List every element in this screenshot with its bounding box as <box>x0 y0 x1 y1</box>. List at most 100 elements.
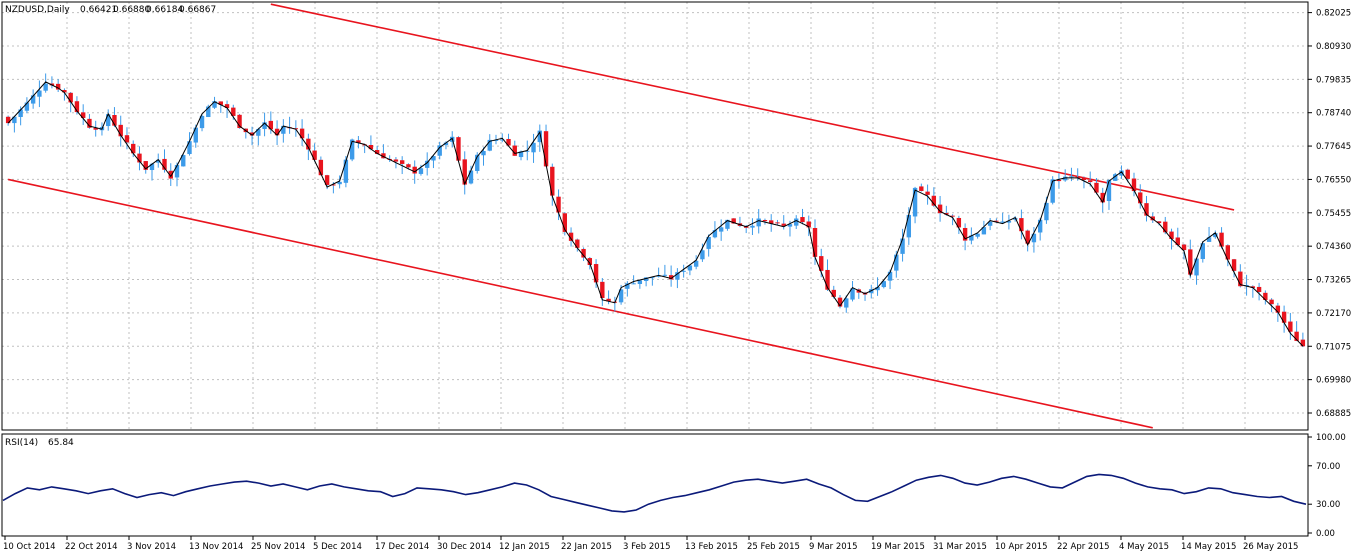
bear-candle <box>55 83 61 90</box>
bear-candle <box>218 101 223 105</box>
bull-candle <box>43 83 48 91</box>
time-tick-label: 10 Apr 2015 <box>995 542 1048 552</box>
bull-candle <box>181 155 186 167</box>
price-tick-label: 0.80930 <box>1316 42 1351 52</box>
time-tick-label: 5 Dec 2014 <box>313 542 362 552</box>
time-tick-label: 12 Jan 2015 <box>499 542 550 552</box>
bear-candle <box>812 227 818 257</box>
bear-candle <box>406 164 411 168</box>
bear-candle <box>587 258 593 266</box>
bull-candle <box>981 227 987 235</box>
bear-candle <box>74 101 80 113</box>
bear-candle <box>550 166 555 196</box>
bear-candle <box>919 186 924 191</box>
bear-candle <box>668 275 674 280</box>
bear-candle <box>124 135 130 143</box>
bull-candle <box>1213 233 1218 238</box>
bear-candle <box>1125 169 1130 179</box>
rsi-tick-label: 30.00 <box>1316 500 1340 510</box>
bull-candle <box>1050 179 1055 203</box>
bull-candle <box>1031 233 1037 243</box>
bull-candle <box>706 236 711 249</box>
bear-candle <box>93 128 98 130</box>
bull-candle <box>24 102 30 111</box>
bear-candle <box>1081 177 1087 181</box>
bear-candle <box>1231 259 1237 271</box>
price-tick-label: 0.75455 <box>1316 209 1351 219</box>
bear-candle <box>1088 180 1093 183</box>
bull-candle <box>618 289 624 303</box>
bear-candle <box>412 166 417 174</box>
bear-candle <box>831 289 836 297</box>
time-tick-label: 3 Feb 2015 <box>623 542 671 552</box>
time-tick-label: 3 Nov 2014 <box>127 542 176 552</box>
bear-candle <box>1169 231 1174 239</box>
time-tick-label: 22 Apr 2015 <box>1057 542 1110 552</box>
price-tick-label: 0.78740 <box>1316 109 1351 119</box>
bear-candle <box>1269 299 1274 305</box>
bear-candle <box>562 213 567 232</box>
price-tick-label: 0.71075 <box>1316 342 1351 352</box>
bull-candle <box>631 283 636 285</box>
bear-candle <box>731 218 736 224</box>
bear-candle <box>1056 179 1062 182</box>
bear-candle <box>781 223 786 226</box>
bull-candle <box>174 164 180 178</box>
bear-candle <box>312 150 317 160</box>
bear-candle <box>5 116 11 124</box>
bear-candle <box>512 145 517 156</box>
bull-candle <box>750 225 755 228</box>
rsi-indicator-label: RSI(14) <box>5 438 38 448</box>
bull-candle <box>625 283 630 289</box>
bull-candle <box>1063 176 1068 181</box>
time-tick-label: 31 Mar 2015 <box>933 542 987 552</box>
bear-candle <box>994 220 999 222</box>
bull-candle <box>418 168 424 174</box>
time-tick-label: 13 Feb 2015 <box>685 542 738 552</box>
bull-candle <box>725 219 730 229</box>
time-tick-label: 10 Oct 2014 <box>3 542 56 552</box>
bull-candle <box>700 250 705 260</box>
time-tick-label: 22 Oct 2014 <box>65 542 118 552</box>
time-tick-label: 19 Mar 2015 <box>871 542 925 552</box>
bull-candle <box>193 127 198 143</box>
bear-candle <box>168 170 173 179</box>
bear-candle <box>1238 271 1243 287</box>
bear-candle <box>356 140 361 143</box>
time-tick-label: 4 May 2015 <box>1119 542 1169 552</box>
bull-candle <box>518 151 524 158</box>
bear-candle <box>806 221 811 228</box>
bear-candle <box>568 232 574 241</box>
bear-candle <box>224 104 230 109</box>
bear-candle <box>237 114 242 129</box>
bull-candle <box>531 142 536 153</box>
bull-candle <box>975 233 980 237</box>
bear-candle <box>1188 249 1193 275</box>
bull-candle <box>1012 217 1018 220</box>
bear-candle <box>1219 232 1224 247</box>
bear-candle <box>762 219 768 222</box>
time-tick-label: 26 May 2015 <box>1243 542 1298 552</box>
bear-candle <box>506 138 511 146</box>
bear-candle <box>68 92 73 103</box>
bull-candle <box>693 260 699 267</box>
bull-candle <box>30 95 36 104</box>
bull-candle <box>1044 202 1049 221</box>
time-tick-label: 17 Dec 2014 <box>375 542 429 552</box>
rsi-series <box>2 473 1307 513</box>
bull-candle <box>987 221 993 226</box>
bull-candle <box>756 218 761 227</box>
symbol-label: NZDUSD,Daily <box>5 5 70 15</box>
bear-candle <box>575 239 580 248</box>
bull-candle <box>212 101 217 108</box>
bull-candle <box>525 150 530 152</box>
price-tick-label: 0.72170 <box>1316 309 1351 319</box>
bear-candle <box>62 90 67 93</box>
bull-candle <box>1200 243 1205 260</box>
bear-candle <box>593 264 599 283</box>
bear-candle <box>268 120 274 130</box>
bull-candle <box>187 141 192 155</box>
bull-candle <box>431 156 436 161</box>
